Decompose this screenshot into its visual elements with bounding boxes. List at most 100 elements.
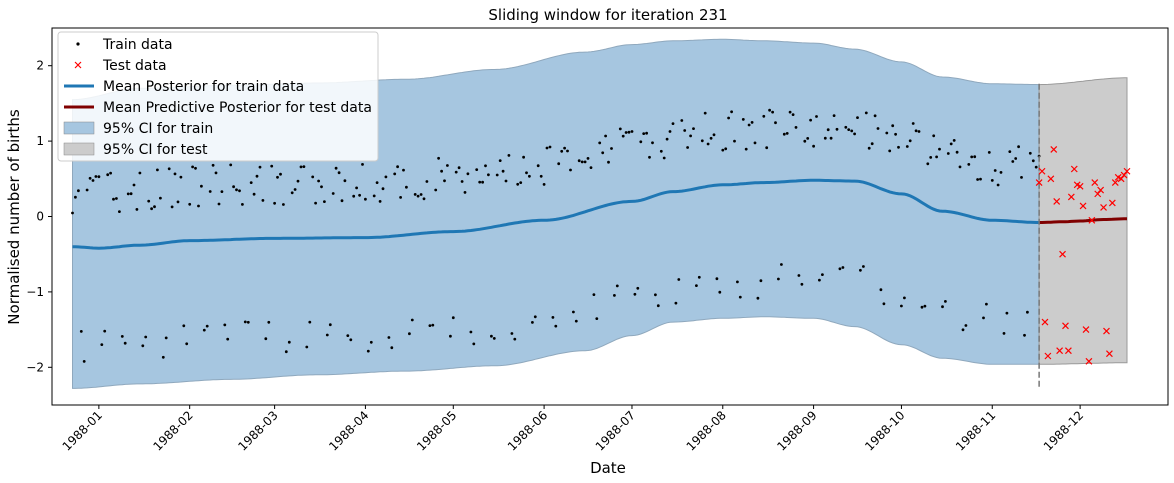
x-tick-label: 1988-04 [326, 408, 371, 453]
train-point [862, 265, 865, 268]
train-point [410, 318, 414, 322]
train-point [574, 319, 578, 323]
train-point [926, 162, 930, 166]
train-point [633, 292, 637, 296]
train-point [903, 296, 906, 300]
train-point [533, 315, 537, 319]
train-point [818, 278, 821, 282]
train-point [293, 188, 297, 191]
test-point [1044, 352, 1052, 360]
train-point [246, 320, 250, 324]
train-point [935, 155, 938, 159]
train-point [419, 193, 423, 196]
train-point [607, 160, 610, 164]
train-point [170, 205, 174, 209]
train-point [138, 171, 142, 175]
train-point [402, 168, 405, 172]
train-point [592, 293, 596, 296]
train-point [346, 334, 350, 337]
train-point [1026, 310, 1029, 314]
train-point [179, 175, 183, 179]
train-point [952, 139, 956, 142]
train-point [229, 163, 233, 167]
legend-label: Train data [102, 37, 173, 53]
train-point [958, 165, 962, 169]
train-point [867, 146, 871, 150]
train-point [560, 149, 564, 153]
train-point [449, 334, 452, 338]
train-point [800, 282, 804, 286]
train-point [200, 184, 203, 188]
train-point [103, 329, 107, 333]
train-point [738, 295, 742, 299]
train-point [598, 141, 602, 145]
train-point [325, 333, 329, 337]
train-point [481, 180, 484, 184]
train-point [422, 197, 426, 201]
test-point [1105, 350, 1113, 358]
train-point [255, 174, 259, 178]
train-point [317, 179, 320, 183]
train-point [378, 200, 382, 203]
train-point [299, 165, 303, 169]
train-point [443, 179, 446, 183]
train-point [882, 302, 886, 306]
train-point [176, 200, 180, 204]
train-point [624, 131, 628, 134]
train-point [451, 316, 455, 320]
legend-box [57, 31, 379, 162]
test-point [1100, 204, 1107, 211]
train-point [469, 330, 473, 334]
train-point [741, 118, 745, 121]
train-point [718, 290, 722, 294]
test-point [1059, 250, 1066, 258]
train-point [118, 210, 121, 214]
train-point [504, 179, 508, 183]
legend-label: Mean Posterior for train data [103, 79, 304, 95]
train-point [782, 132, 786, 136]
train-point [709, 136, 713, 140]
test-point [1035, 179, 1043, 186]
train-point [194, 166, 197, 170]
train-point [525, 171, 528, 175]
train-point [856, 116, 859, 119]
x-tick-label: 1988-07 [593, 408, 638, 453]
train-point [454, 170, 458, 174]
train-point [358, 193, 361, 197]
train-point [604, 134, 607, 138]
train-point [369, 340, 373, 344]
train-point [586, 157, 590, 160]
train-point [164, 336, 168, 340]
train-point [715, 277, 719, 281]
train-point [328, 323, 332, 327]
train-point [466, 172, 470, 176]
train-point [109, 171, 112, 175]
train-point [651, 141, 654, 145]
train-point [129, 192, 133, 196]
train-point [847, 128, 851, 132]
train-point [885, 131, 889, 135]
test-point [1056, 347, 1064, 355]
test-point [1097, 186, 1105, 194]
train-point [507, 154, 511, 157]
train-point [821, 273, 824, 276]
train-point [349, 338, 353, 342]
train-point [182, 324, 186, 328]
train-point [645, 131, 648, 135]
train-point [238, 189, 241, 193]
train-point [955, 150, 959, 154]
train-point [615, 284, 619, 288]
train-point [440, 169, 443, 173]
x-tick-label: 1988-01 [60, 408, 105, 453]
train-point [911, 122, 915, 125]
train-point [355, 186, 358, 190]
train-point [153, 205, 156, 209]
train-point [197, 204, 200, 208]
test-point [1067, 193, 1075, 201]
train-point [323, 200, 326, 204]
train-point [905, 145, 909, 148]
train-point [721, 148, 725, 152]
train-point [490, 334, 493, 338]
train-point [156, 168, 159, 172]
train-point [147, 199, 151, 203]
